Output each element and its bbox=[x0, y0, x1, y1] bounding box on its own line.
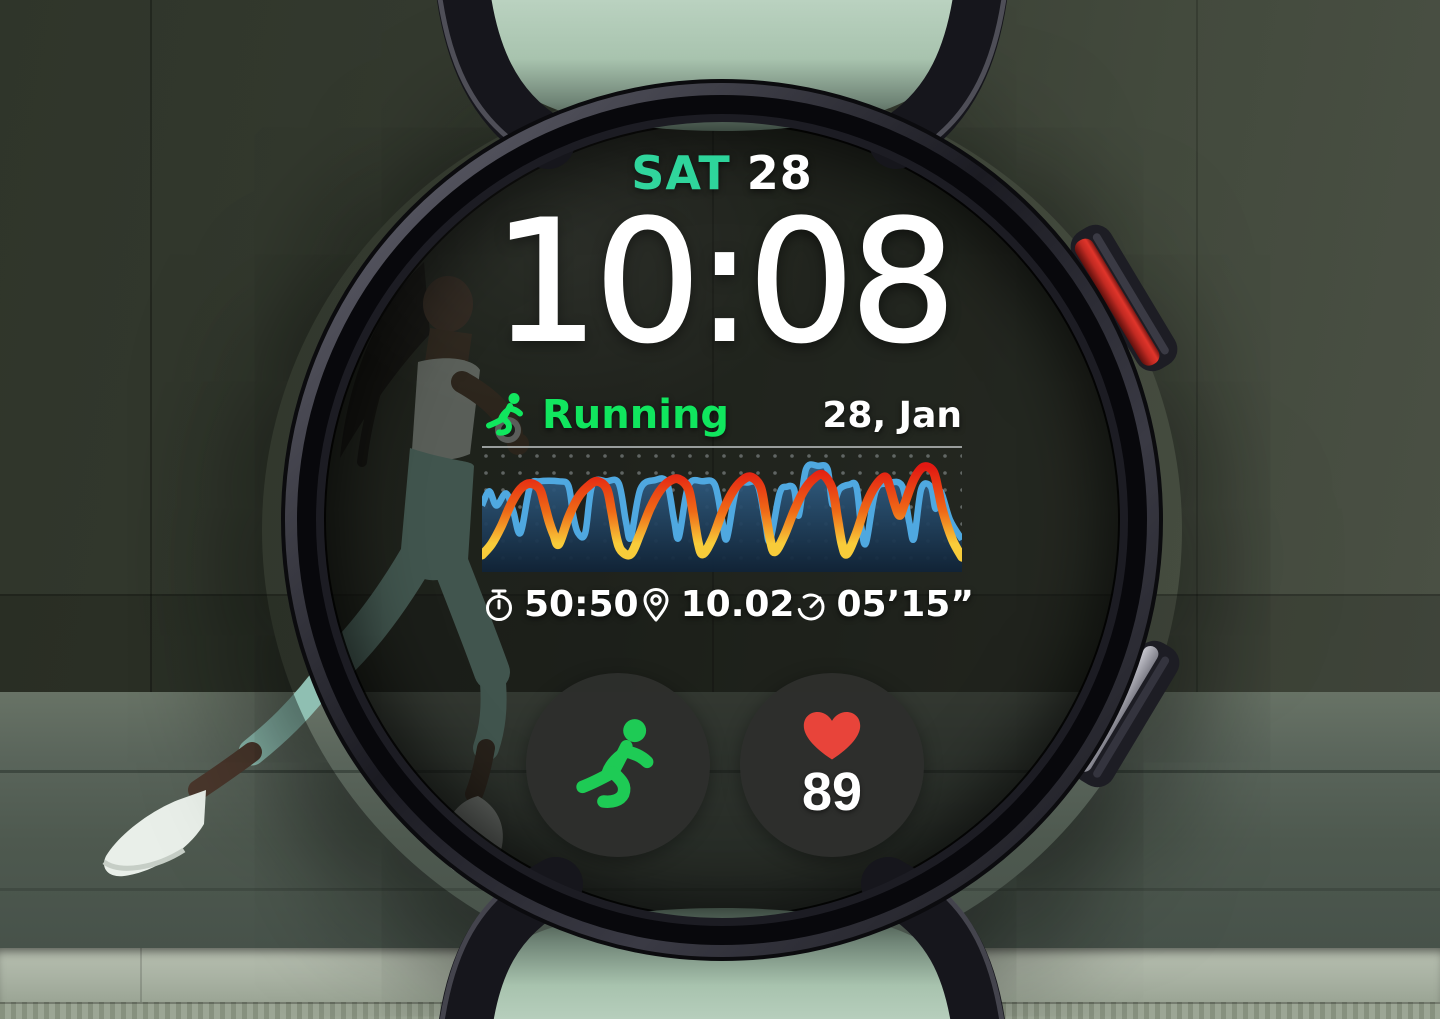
heart-icon bbox=[803, 712, 861, 760]
pace-value: 05’15” bbox=[836, 584, 974, 625]
curb-seam bbox=[140, 948, 142, 1002]
runner-icon bbox=[482, 391, 530, 439]
pace-gauge-icon bbox=[797, 593, 825, 620]
activity-chart bbox=[482, 450, 962, 572]
activity-date: 28, Jan bbox=[822, 394, 962, 436]
heart-rate-value: 89 bbox=[801, 762, 863, 822]
running-man-icon bbox=[576, 719, 654, 808]
activity-header: Running 28, Jan bbox=[482, 390, 962, 440]
curb-seam bbox=[894, 948, 896, 1002]
heart-rate-button[interactable]: 89 bbox=[740, 673, 924, 857]
distance-stat: 10.02 bbox=[639, 584, 795, 625]
distance-value: 10.02 bbox=[680, 584, 795, 625]
workout-shortcut-button[interactable] bbox=[526, 673, 710, 857]
activity-stats: 50:50 10.02 bbox=[482, 584, 974, 625]
pace-stat: 05’15” bbox=[794, 584, 974, 625]
activity-card[interactable]: Running 28, Jan bbox=[482, 390, 974, 625]
duration-value: 50:50 bbox=[524, 584, 639, 625]
duration-stat: 50:50 bbox=[482, 584, 639, 625]
wall-seam bbox=[1196, 0, 1198, 692]
location-pin-icon bbox=[643, 587, 669, 621]
time-display: 10:08 bbox=[491, 184, 957, 380]
stopwatch-icon bbox=[486, 589, 512, 621]
activity-title: Running bbox=[542, 392, 730, 438]
wall-seam bbox=[150, 0, 152, 692]
divider bbox=[482, 446, 962, 448]
pavement-strip bbox=[0, 1002, 1440, 1019]
watch-screen: SAT 28 10:08 bbox=[322, 120, 1122, 920]
